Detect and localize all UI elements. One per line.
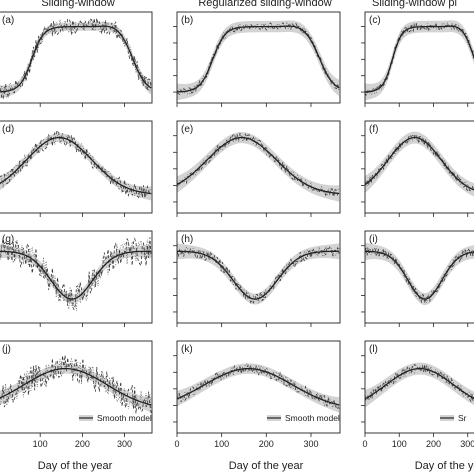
legend-label: Smooth model [285, 413, 340, 423]
x-tick-label: 0 [362, 439, 367, 449]
smooth-model-line [0, 250, 152, 300]
x-tick-label: 300 [460, 439, 474, 449]
panel-label: (j) [2, 344, 11, 355]
panel-d: (d) [0, 120, 153, 217]
panel-j: 100 200 300 (j) Smooth model [0, 340, 153, 449]
panel-b: (b) [173, 11, 341, 107]
dotted-series [177, 132, 340, 198]
legend-label: Smooth model [97, 413, 152, 423]
panel-label: (d) [2, 124, 14, 135]
panel-k: 0 100 200 300 (k) Smooth model [173, 340, 341, 449]
dotted-series [0, 238, 152, 312]
smooth-model-line [0, 25, 152, 93]
dotted-series [0, 131, 152, 198]
legend-label: Sr [458, 413, 467, 423]
confidence-band [365, 362, 474, 408]
panel-i: (i) [361, 230, 474, 327]
panel-frame [0, 11, 153, 104]
dashed-series [177, 363, 340, 409]
confidence-band [177, 20, 340, 101]
confidence-band [365, 20, 474, 101]
x-tick-label: 100 [33, 439, 48, 449]
smooth-model-line [365, 250, 474, 300]
panel-label: (f) [369, 124, 378, 135]
confidence-band [177, 363, 340, 413]
x-axis-label-1: Day of the year [38, 460, 113, 472]
dashed-series [0, 129, 152, 199]
panel-frame [364, 11, 474, 104]
panel-label: (c) [369, 15, 381, 26]
panel-c: (c) [361, 11, 474, 107]
panel-label: (l) [369, 344, 378, 355]
panel-frame [176, 340, 341, 434]
dotted-series [365, 364, 474, 402]
panel-frame [0, 120, 153, 214]
legend: Smooth model [267, 413, 340, 423]
panel-label: (b) [181, 15, 193, 26]
dashed-series [0, 355, 152, 414]
panel-frame [364, 230, 474, 324]
x-tick-label: 200 [75, 439, 90, 449]
legend: Smooth model [79, 413, 152, 423]
smooth-model-line [177, 136, 340, 195]
panel-frame [176, 120, 341, 214]
dashed-series [0, 237, 152, 310]
smooth-model-line [365, 25, 474, 93]
x-axis-labels: Day of the year Day of the year Day of t… [38, 460, 474, 472]
panels: (a) (b) (c) (d) (e) (f) (g) (h) (i) 100 200 300 (j) S… [0, 11, 474, 449]
smooth-model-line [365, 367, 474, 400]
x-axis-label-2: Day of the year [229, 460, 304, 472]
panel-label: (h) [181, 234, 193, 245]
smooth-model-line [177, 250, 340, 300]
smooth-model-line [0, 367, 152, 406]
panel-g: (g) [0, 230, 153, 327]
x-tick-label: 100 [214, 439, 229, 449]
column-title-2: Regularized sliding-window [198, 0, 331, 9]
smooth-model-line [0, 136, 152, 195]
x-tick-label: 0 [174, 439, 179, 449]
dotted-series [0, 18, 152, 99]
confidence-band [365, 131, 474, 197]
panel-a: (a) [0, 11, 153, 107]
panel-label: (i) [369, 234, 378, 245]
panel-f: (f) [361, 120, 474, 217]
dotted-series [177, 21, 340, 95]
x-tick-label: 300 [303, 439, 318, 449]
smooth-model-line [365, 136, 474, 191]
confidence-band [0, 21, 152, 99]
panel-frame [176, 11, 341, 104]
panel-label: (k) [181, 344, 193, 355]
dashed-series [365, 133, 474, 192]
dashed-series [177, 22, 340, 95]
panel-e: (e) [173, 120, 341, 217]
x-tick-label: 100 [392, 439, 407, 449]
confidence-band [0, 243, 152, 304]
dotted-series [365, 21, 474, 95]
x-axis-label-3: Day of the year [415, 460, 474, 472]
panel-l: 0 100 200 300 (l) Sr [361, 340, 474, 449]
dashed-series [365, 247, 474, 303]
x-tick-label: 200 [426, 439, 441, 449]
legend: Sr [440, 413, 467, 423]
panel-label: (a) [2, 15, 14, 26]
smooth-model-line [177, 367, 340, 406]
x-tick-label: 200 [259, 439, 274, 449]
dotted-series [365, 246, 474, 303]
panel-frame [364, 120, 474, 214]
x-tick-label: 300 [117, 439, 132, 449]
panel-h: (h) [173, 230, 341, 327]
panel-frame [364, 340, 474, 434]
column-titles: Sliding-window Regularized sliding-windo… [41, 0, 457, 9]
column-title-1: Sliding-window [41, 0, 114, 9]
panel-label: (g) [2, 234, 14, 245]
panel-frame [0, 230, 153, 324]
panel-label: (e) [181, 124, 193, 135]
panel-frame [0, 340, 153, 434]
smooth-model-line [177, 25, 340, 93]
column-title-3: Sliding-window pl [372, 0, 457, 9]
panel-frame [176, 230, 341, 324]
dashed-series [365, 364, 474, 403]
